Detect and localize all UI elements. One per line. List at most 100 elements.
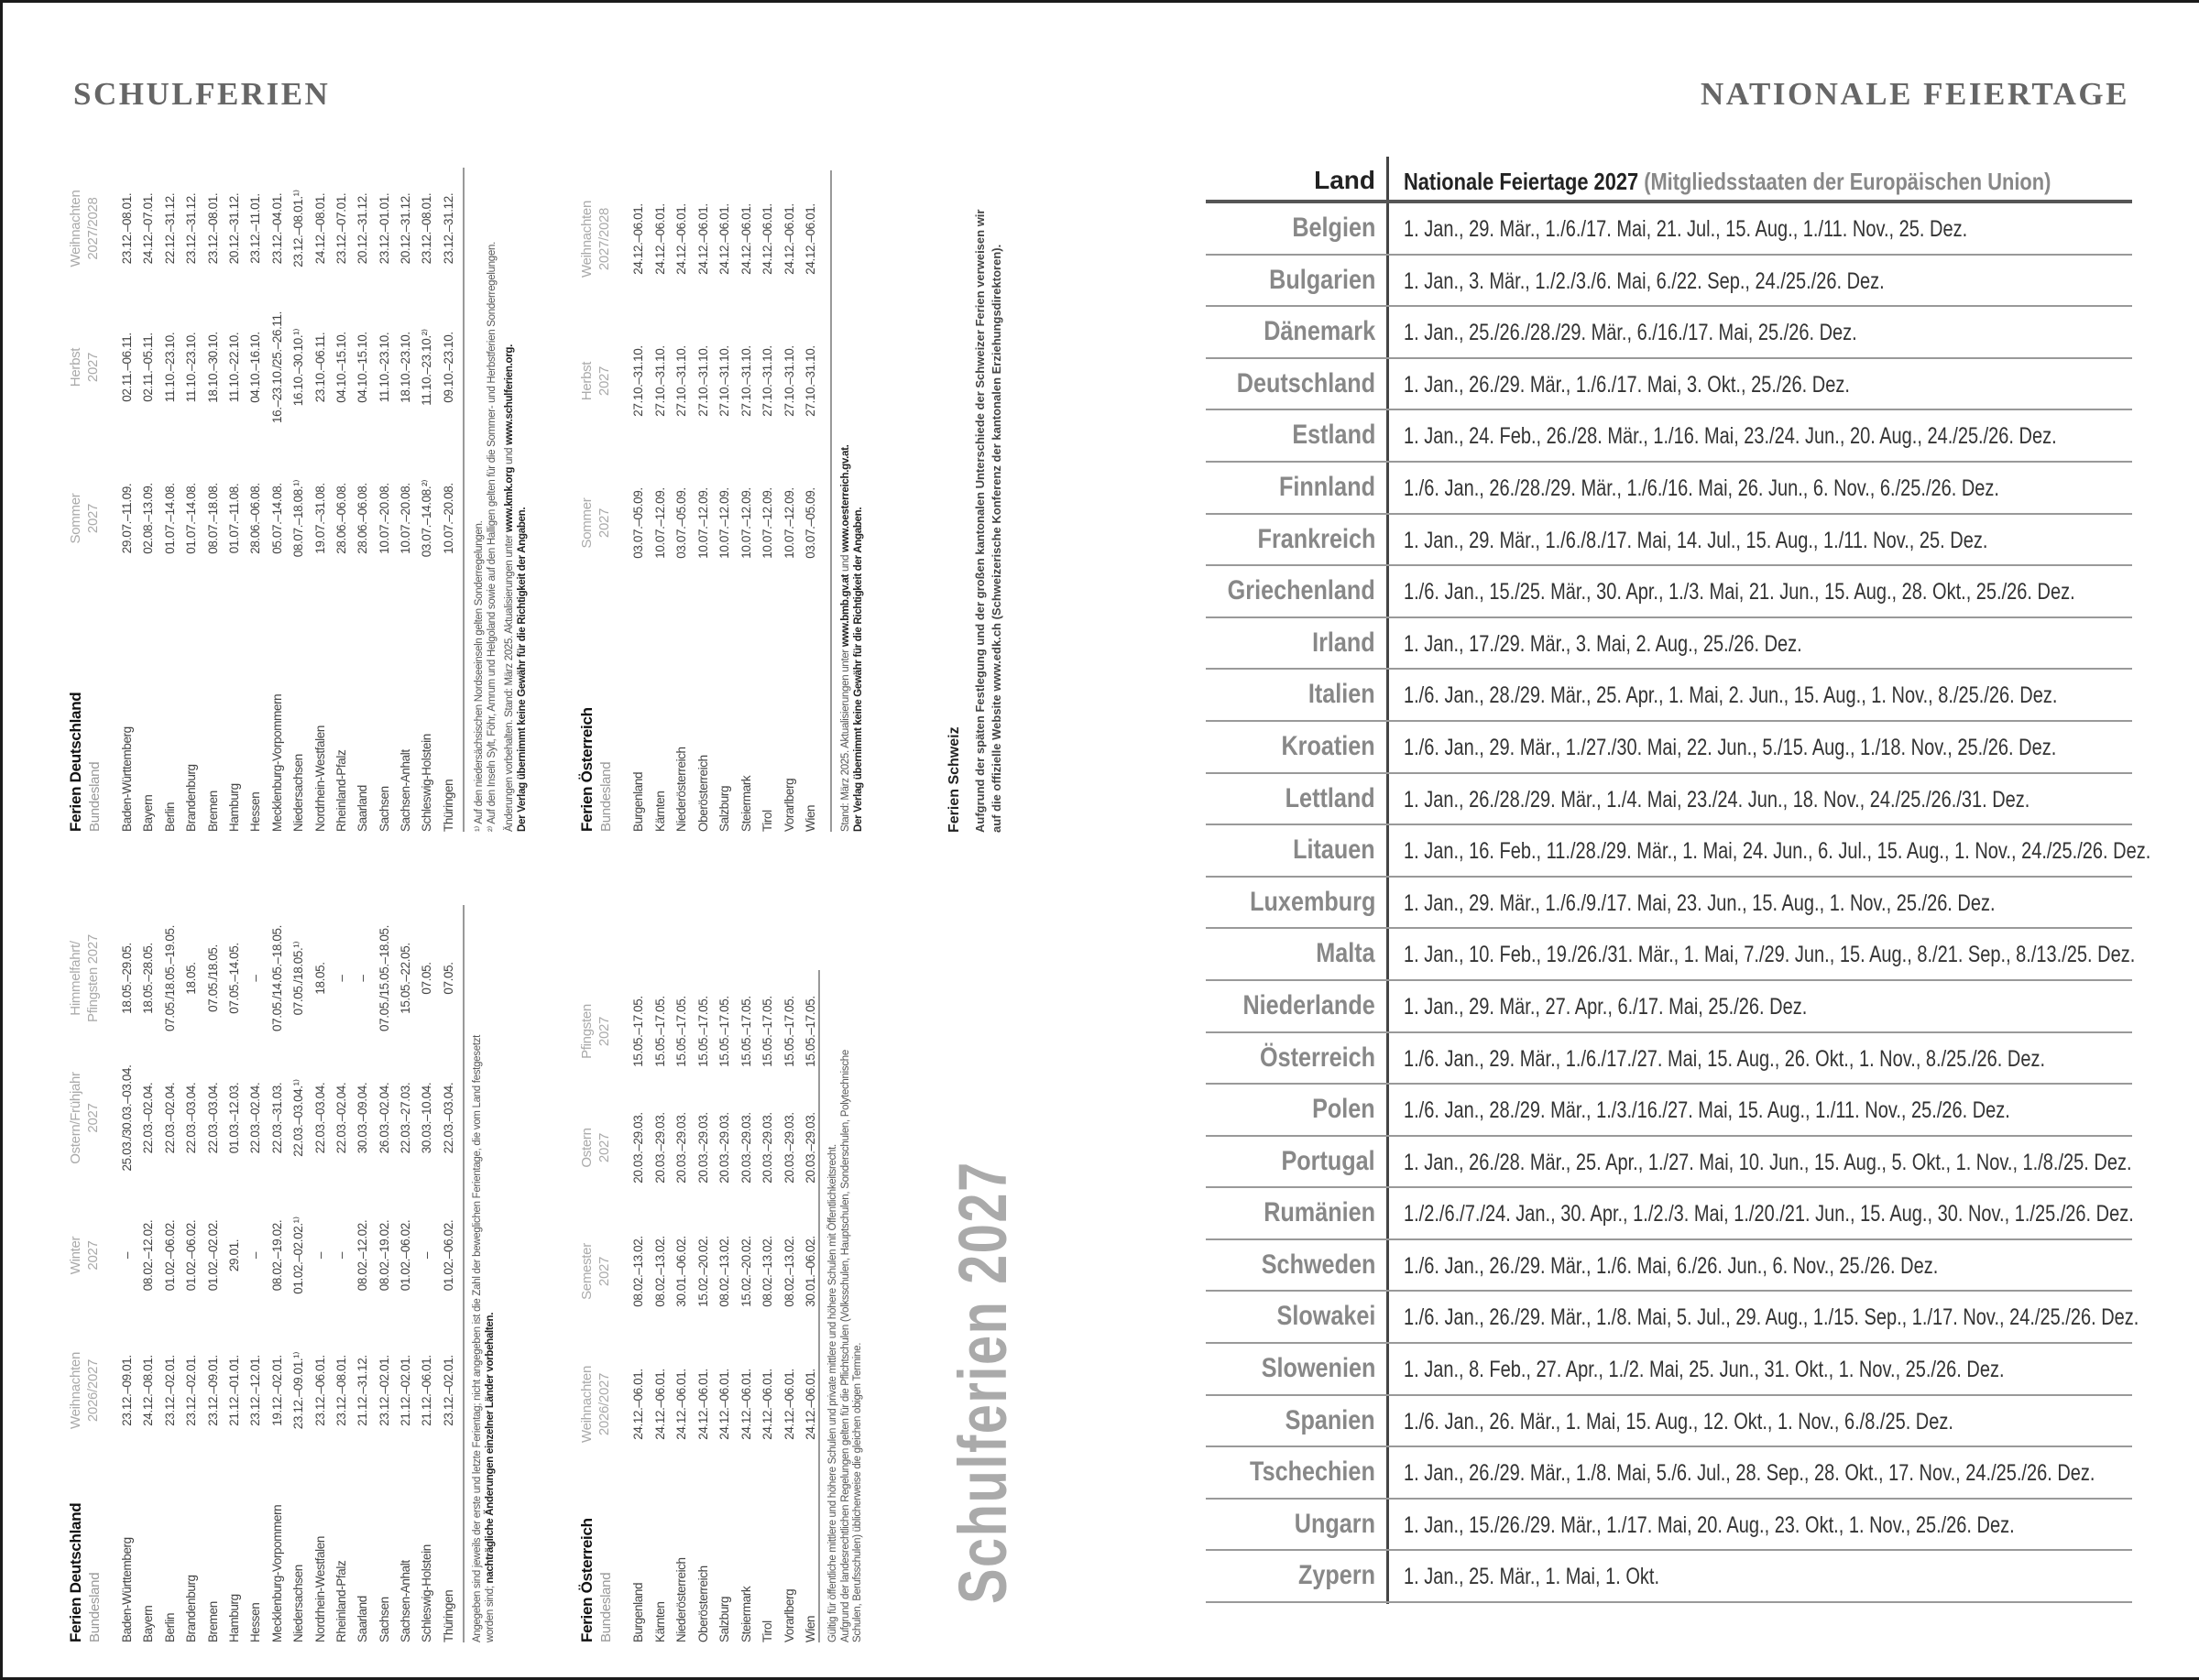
column-header-line: 2027 [596,365,612,397]
date-range: 22.03.–02.04. [141,1082,156,1154]
state-name: Sachsen [377,786,391,832]
date-range: 18.05.–29.05. [120,943,134,1014]
date-range: 20.03.–29.03. [760,1112,774,1184]
footnotes: Stand: März 2025. Aktualisierungen unter… [840,444,865,832]
switzerland-title: Ferien Schweiz [946,726,962,833]
date-range: 25.03./30.03.–03.04. [120,1064,134,1172]
column-header-line: Ostern [579,1128,595,1168]
national-holidays-table: Land Nationale Feiertage 2027 (Mitglieds… [1206,157,2150,1604]
date-range: 28.06.–06.08. [356,483,370,554]
country-name: Schweden [1261,1249,1375,1280]
state-name: Baden-Württemberg [120,726,134,832]
table-title: Ferien Deutschland [67,692,84,832]
state-name: Bayern [141,1605,156,1642]
footnote-emphasis: www.kmk.org [504,466,515,532]
holiday-dates: 1. Jan., 25./26./28./29. Mär., 6./16./17… [1404,320,1857,346]
holiday-dates: 1./6. Jan., 26. Mär., 1. Mai, 15. Aug., … [1404,1408,1953,1435]
table-row: Oberösterreich 24.12.–06.01. 15.02.–20.02.… [693,970,715,1642]
vertical-title-text: Schulferien 2027 [945,1161,1021,1604]
table-row: Niederlande 1. Jan., 29. Mär., 27. Apr., … [1206,981,2132,1033]
table-row: Italien 1./6. Jan., 28./29. Mär., 25. Apr… [1206,670,2132,722]
date-range: 20.12.–31.12. [356,192,370,265]
table-row: Hessen 28.06.–06.08. 04.10.–16.10. 23.12.–1… [245,168,266,832]
column-header-line: Sommer [68,493,83,544]
holiday-dates: 1./6. Jan., 26./28./29. Mär., 1./6./16. … [1404,475,1999,501]
country-name: Österreich [1259,1042,1375,1073]
date-range: – [312,1251,327,1260]
country-name: Polen [1312,1094,1375,1125]
header-holidays: Nationale Feiertage 2027 [1404,168,1639,195]
date-range: 28.06.–06.08. [334,483,348,554]
column-header-state: Bundesland [87,761,103,832]
footnote-line: Stand: März 2025. Aktualisierungen unter… [840,444,853,832]
switzerland-note: Ferien Schweiz Aufgrund der späten Festl… [946,171,1020,833]
footnote-line: ²⁾ Auf den Inseln Sylt, Föhr, Amrum und … [487,242,499,832]
state-name: Thüringen [441,779,455,832]
holiday-dates: 1. Jan., 26./29. Mär., 1./6./17. Mai, 3.… [1404,371,1850,398]
date-range: 23.12.–02.01. [377,1355,391,1426]
date-range: 22.03.–03.04. [205,1082,220,1154]
divider [463,905,465,1642]
table-row: Portugal 1. Jan., 26./28. Mär., 25. Apr.,… [1206,1137,2132,1189]
date-range: 10.07.–12.09. [695,487,710,559]
table-row: Baden-Württemberg 23.12.–09.01. – 25.03./30… [116,905,137,1642]
date-range: 11.10.–23.10. [184,332,199,403]
date-range: 08.02.–13.02. [717,1236,731,1307]
table-header: Ferien Deutschland Bundesland Weihnachten 2… [67,905,109,1642]
column-header-line: Weihnachten [579,1366,595,1443]
date-range: 20.03.–29.03. [782,1112,796,1184]
state-name: Vorarlberg [782,778,796,832]
column-header: Himmelfahrt/Pfingsten 2027 [67,905,102,1052]
country-name: Kroatien [1281,730,1375,761]
date-range: 23.12.–06.01. [312,1355,327,1426]
date-range: 03.07.–05.09. [631,487,645,559]
column-header-line: 2027/2028 [85,197,101,260]
table-row: Schleswig-Holstein 21.12.–06.01. – 30.03.–1… [416,905,437,1642]
switzerland-text-line: auf die offizielle Website www.edk.ch (S… [990,244,1003,833]
column-header: Weihnachten 2027/2028 [578,170,613,308]
holiday-dates: 1. Jan., 26./28./29. Mär., 1./4. Mai, 23… [1404,786,2030,813]
table-row: Berlin 23.12.–02.01. 01.02.–06.02. 22.03.–0… [159,905,181,1642]
state-name: Sachsen-Anhalt [399,749,413,832]
table-row: Salzburg 10.07.–12.09. 27.10.–31.10. 24.12.… [714,170,736,832]
table-row: Bayern 02.08.–13.09. 02.11.–05.11. 24.12.–0… [137,168,159,832]
table-row: Burgenland 03.07.–05.09. 27.10.–31.10. 24.1… [628,170,650,832]
date-range: 24.12.–06.01. [631,1369,645,1440]
date-range: – [120,1251,134,1260]
holiday-dates: 1./6. Jan., 26./29. Mär., 1./8. Mai, 5. … [1404,1304,2139,1331]
date-range: 22.03.–03.04. [184,1082,199,1154]
footnote-text: Schulen, Berufsschulen) üblicherweise di… [852,1342,863,1642]
state-name: Burgenland [631,1582,645,1642]
footnote-line: Änderungen vorbehalten. Stand: März 2025… [504,242,517,832]
date-range: 23.12.–02.01. [441,1355,455,1426]
date-range: 15.05.–17.05. [738,996,753,1067]
date-range: 24.12.–06.01. [804,203,817,275]
table-row: Saarland 21.12.–31.12. 08.02.–12.02. 30.03.… [352,905,373,1642]
running-head-right: NATIONALE FEIERTAGE [1701,76,2129,112]
table-row: Malta 1. Jan., 10. Feb., 19./26./31. Mär.… [1206,929,2135,981]
date-range: 01.02.–02.02.¹⁾ [291,1216,306,1294]
date-range: 01.03.–12.03. [226,1082,241,1154]
column-header-line: 2027 [85,352,101,383]
date-range: 08.02.–13.02. [631,1236,645,1307]
table-row: Bremen 08.07.–18.08. 18.10.–30.10. 23.12.–0… [202,168,224,832]
state-name: Niederösterreich [674,747,688,832]
date-range: 21.12.–02.01. [399,1355,413,1426]
table-row: Mecklenburg-Vorpommern 19.12.–02.01. 08.02… [267,905,288,1642]
state-name: Hessen [248,1602,263,1642]
date-range: 23.12.–08.01. [334,1355,348,1426]
state-name: Sachsen-Anhalt [399,1560,413,1642]
country-name: Lettland [1285,782,1375,813]
date-range: 24.12.–06.01. [738,203,753,275]
date-range: 30.03.–09.04. [356,1082,370,1154]
date-range: 18.10.–23.10. [399,332,413,403]
footnote-emphasis: www.oesterreich.gv.at. [840,444,851,552]
table-row: Vorarlberg 24.12.–06.01. 08.02.–13.02. 20.0… [779,970,801,1642]
table-row: Thüringen 10.07.–20.08. 09.10.–23.10. 23.12… [438,168,459,832]
state-name: Schleswig-Holstein [420,734,434,832]
table-row: Slowenien 1. Jan., 8. Feb., 27. Apr., 1./… [1206,1344,2132,1396]
holiday-dates: 1. Jan., 17./29. Mär., 3. Mai, 2. Aug., … [1404,630,1802,657]
table-row: Vorarlberg 10.07.–12.09. 27.10.–31.10. 24.1… [779,170,801,832]
footnote-text: Änderungen vorbehalten. Stand: März 2025… [504,531,515,832]
footnote-text: und [840,551,851,574]
